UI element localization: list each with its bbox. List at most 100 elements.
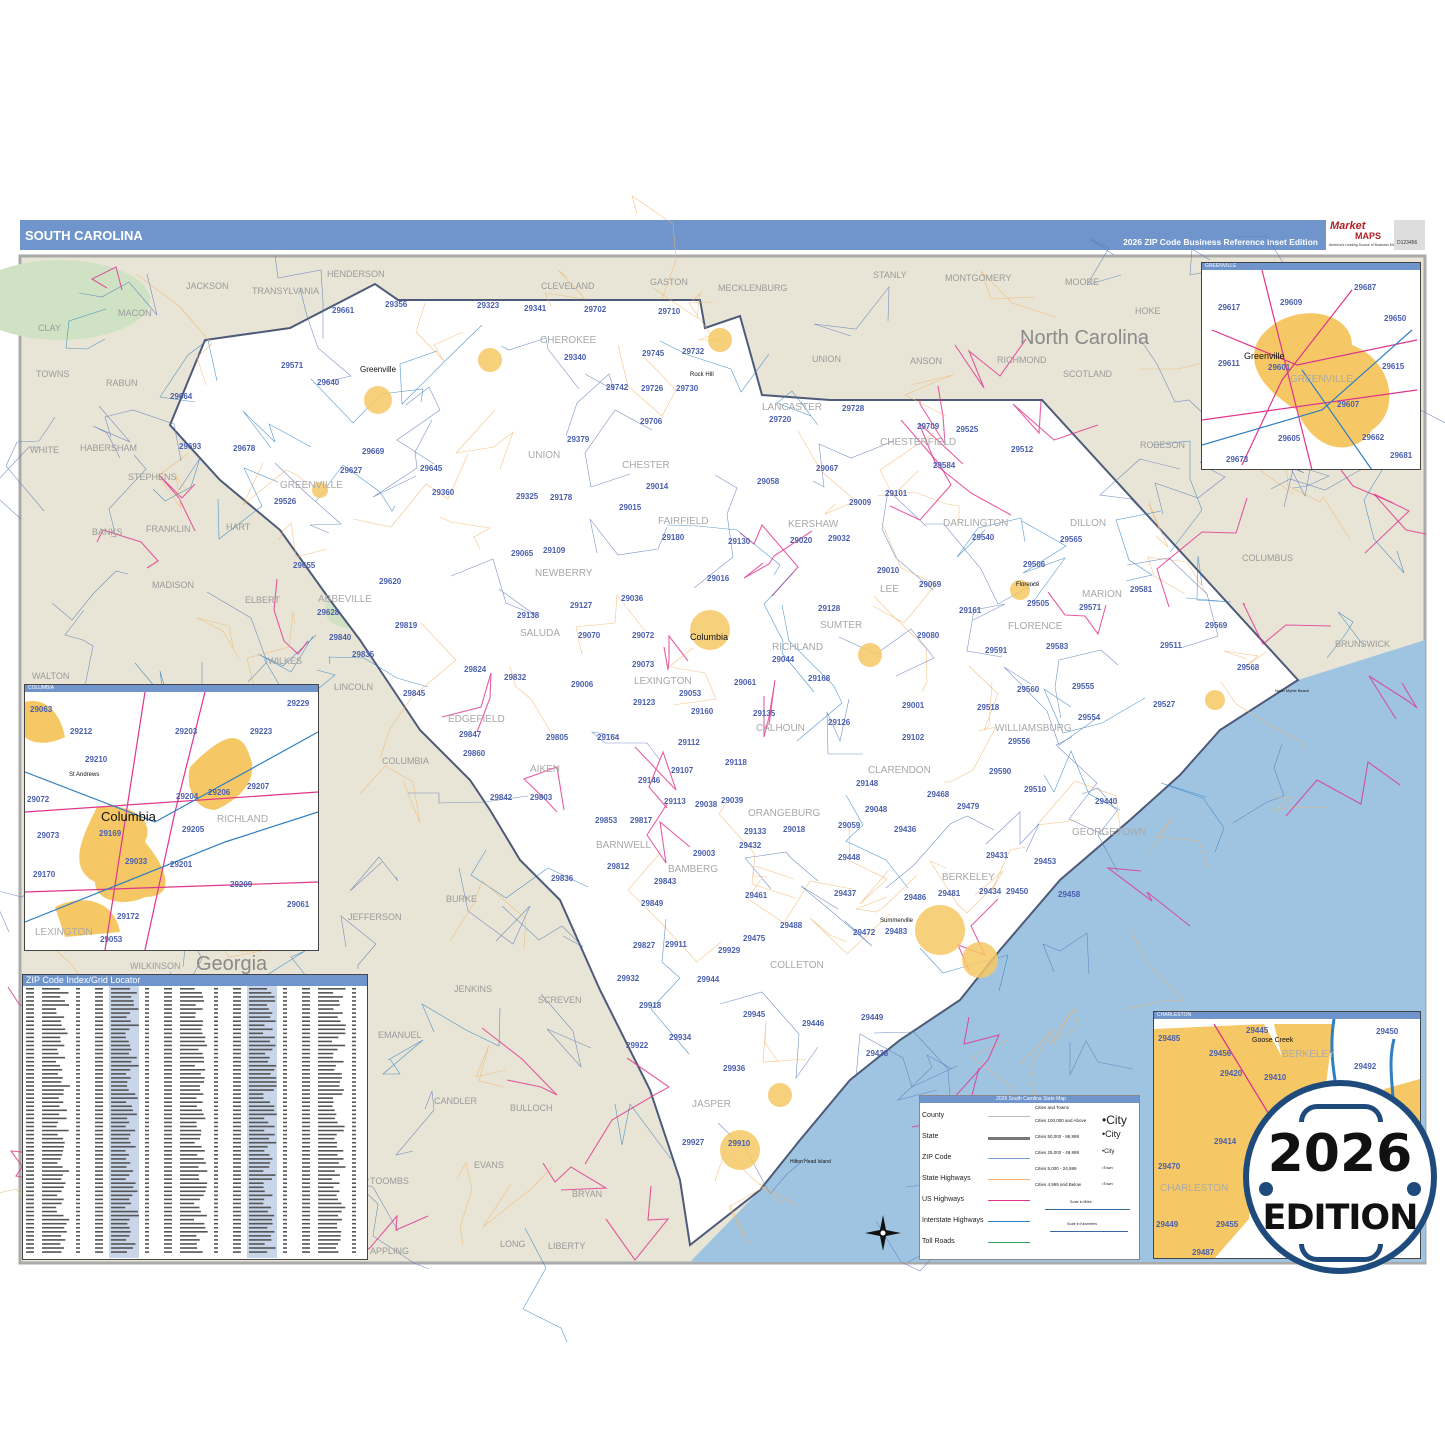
index-row [352,1162,356,1164]
map-legend: 2026 South Carolina State Map County Stat… [919,1095,1140,1260]
index-row [164,1121,172,1124]
neighbor-county-label: STANLY [873,270,907,280]
index-row [302,1032,310,1035]
index-row [214,1247,218,1249]
index-row [214,1121,218,1124]
index-row [318,1202,342,1205]
index-row [214,1150,218,1152]
index-row [26,1141,34,1144]
county-label: DILLON [1070,518,1106,529]
zip-label: 29819 [395,621,418,630]
zip-label: 29922 [626,1041,649,1050]
neighbor-county-label: BRUNSWICK [1335,639,1390,649]
road [340,915,377,969]
index-row [249,1247,276,1249]
road [1149,816,1208,867]
index-row [164,1186,172,1189]
index-row [145,1137,149,1140]
zip-label: 29927 [682,1138,705,1147]
zip-label: 29620 [379,577,402,586]
index-row [164,1028,172,1031]
index-row [145,1133,149,1136]
index-row [42,1150,64,1152]
index-row [76,1109,80,1112]
zip-label: 29817 [630,816,653,825]
road [352,1179,430,1270]
index-row [76,1052,80,1055]
zip-label: 29127 [570,601,593,610]
index-row [302,1036,310,1039]
index-row [233,1089,241,1091]
county-label: JASPER [692,1099,731,1110]
inset-zip-label: 29209 [230,880,253,889]
zip-label: 29710 [658,307,681,316]
index-row [180,1056,204,1059]
inset-columbia[interactable]: COLUMBIA Columbia St Andrews RICHLAND LE… [24,684,319,951]
index-row [302,1150,310,1152]
zip-label: 29138 [517,611,540,620]
index-row [249,1194,273,1197]
index-row [352,1243,356,1245]
index-row [249,1048,273,1051]
index-row [302,1081,310,1083]
zip-code-index[interactable]: ZIP Code Index/Grid Locator [22,974,368,1260]
index-row [111,1036,126,1039]
zip-label: 29032 [828,534,851,543]
urban-area [1205,690,1225,710]
index-row [180,1117,206,1120]
city-label: Hilton Head Island [790,1159,831,1165]
index-row [180,1235,197,1237]
index-row [42,1105,60,1108]
index-row [302,1073,310,1075]
index-row [352,1202,356,1205]
index-row [145,1226,149,1229]
index-row [233,1016,241,1018]
index-row [180,1133,201,1136]
index-row [95,1113,103,1116]
zip-label: 29556 [1008,737,1031,746]
index-row [214,1210,218,1213]
index-row [283,1024,287,1027]
index-row [76,1101,80,1103]
index-row [145,1044,149,1047]
index-row [180,1182,208,1184]
index-row [164,1190,172,1193]
zip-label: 29461 [745,891,768,900]
index-row [145,1060,149,1063]
index-row [283,1158,287,1160]
index-row [95,1243,103,1245]
index-row [95,1145,103,1148]
road [1272,796,1330,812]
index-row [352,1231,356,1233]
inset-greenville[interactable]: GREENVILLE Greenville GREENVILLE 29617 29… [1201,262,1421,470]
index-row [26,1117,34,1120]
legend-item: State Highways [922,1175,971,1182]
index-row [111,1214,139,1217]
index-row [318,1226,338,1229]
index-row [42,1243,61,1245]
road [1368,675,1418,720]
index-row [145,1166,149,1168]
index-row [111,1190,138,1193]
index-row [283,1008,287,1010]
road [881,489,934,591]
zip-label: 29526 [274,497,297,506]
urban-area [708,328,732,352]
index-row [95,988,103,990]
index-row [352,1105,356,1108]
edition-badge: 2026 EDITION [1243,1080,1437,1274]
index-row [302,1000,310,1002]
index-row [214,1133,218,1136]
road [728,1186,799,1245]
city-label: Rock Hill [690,372,714,378]
zip-label: 29080 [917,631,940,640]
index-row [318,1222,338,1225]
road [475,1044,507,1088]
index-row [145,1052,149,1055]
zip-label: 29468 [927,790,950,799]
index-row [180,1150,205,1152]
index-row [352,1081,356,1083]
index-row [164,988,172,990]
index-row [233,1036,241,1039]
index-row [42,992,69,994]
